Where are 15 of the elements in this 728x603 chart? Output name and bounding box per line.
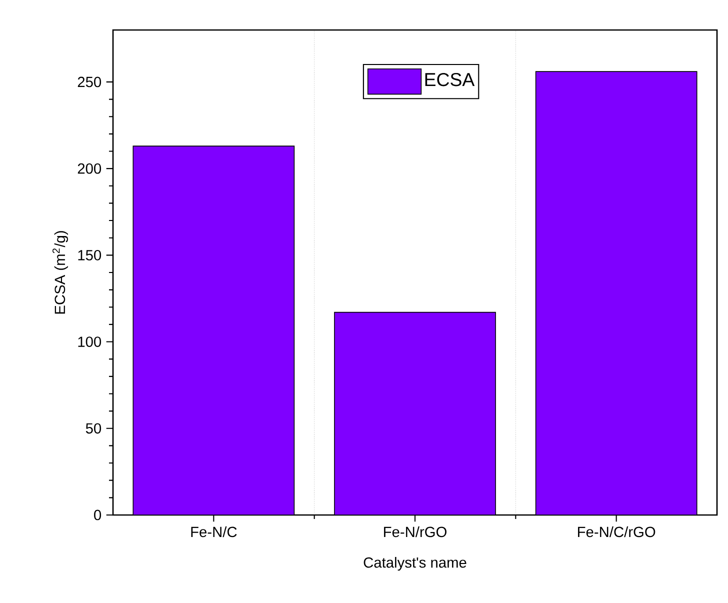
x-tick-label: Fe-N/C	[191, 526, 237, 538]
y-tick-label: 100	[78, 336, 102, 347]
y-tick-label: 0	[94, 510, 102, 520]
y-tick-label: 50	[86, 423, 102, 434]
bar	[133, 146, 294, 515]
bar	[535, 71, 698, 515]
y-tick-label: 200	[78, 163, 102, 174]
y-tick-label: 250	[78, 76, 102, 88]
x-tick-label: Fe-N/rGO	[384, 526, 446, 538]
y-axis-title: ECSA (m$^{2}$/g)	[52, 231, 68, 314]
x-tick-label: Fe-N/C/rGO	[578, 526, 656, 538]
y-tick-label: 150	[78, 250, 102, 260]
text: ECSA	[425, 72, 475, 86]
x-axis-title: Catalyst's name	[364, 556, 466, 571]
bar	[334, 312, 496, 515]
